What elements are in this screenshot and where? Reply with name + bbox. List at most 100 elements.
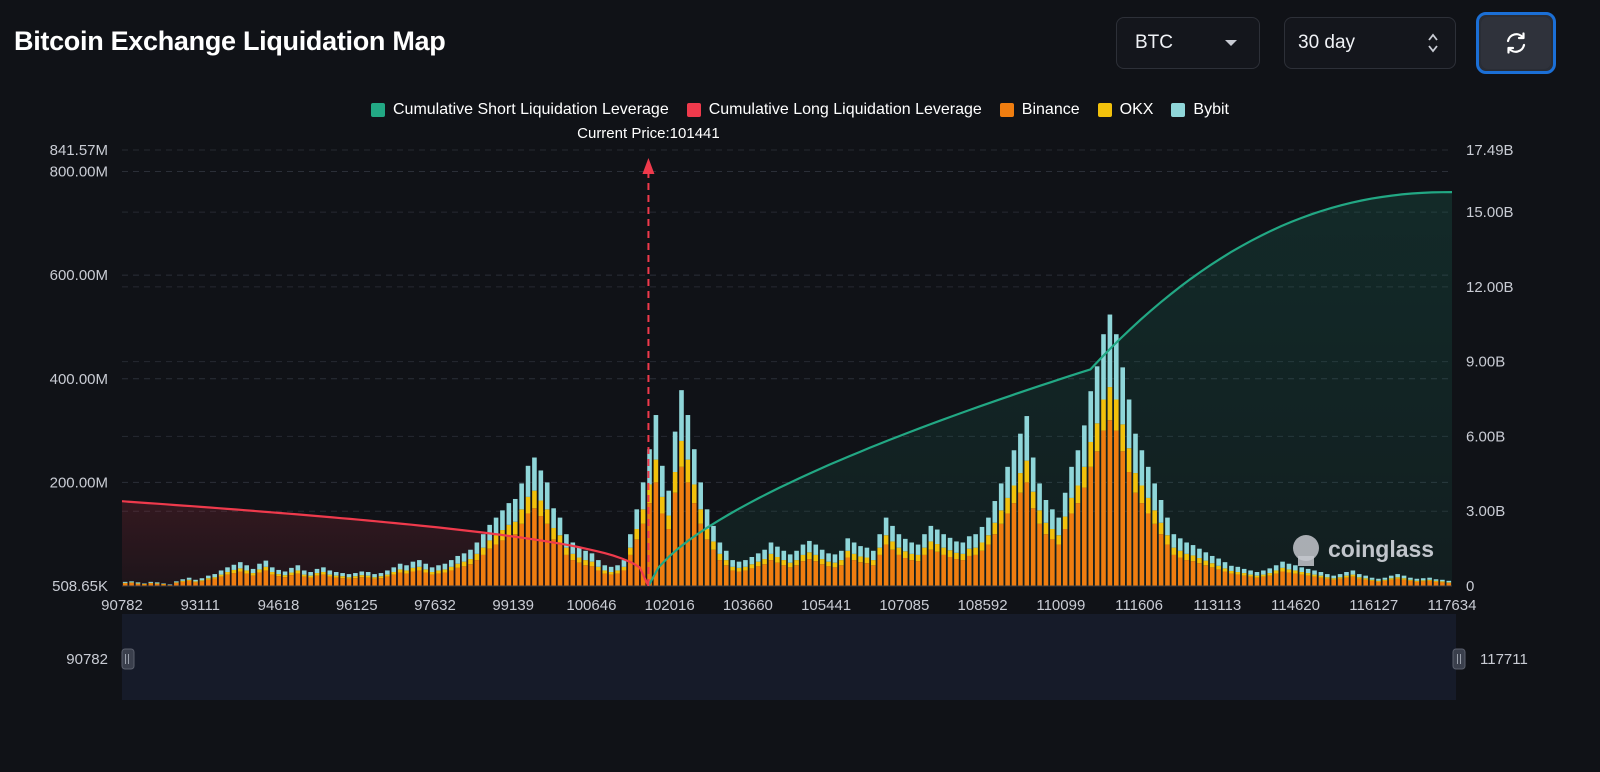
bar-bybit [436,565,441,571]
bar-bybit [397,563,403,570]
bar-binance [1337,578,1343,586]
bar-bybit [941,534,946,548]
bar-binance [596,570,601,586]
bar-okx [442,569,448,573]
bar-bybit [1222,562,1228,569]
legend-item-short[interactable]: Cumulative Short Liquidation Leverage [370,98,669,122]
legend-item-binance[interactable]: Binance [999,98,1080,122]
bar-bybit [154,582,160,584]
bar-bybit [826,553,831,562]
period-select[interactable]: 30 day [1284,17,1456,69]
bar-bybit [480,534,486,548]
bar-okx [743,566,748,571]
bar-binance [372,578,377,586]
bar-okx [698,509,703,524]
bar-bybit [1088,391,1094,442]
bar-okx [941,547,946,555]
bar-binance [167,584,173,586]
bar-okx [1197,558,1202,564]
bar-bybit [1165,517,1170,536]
bar-binance [1082,487,1087,586]
bar-bybit [736,561,742,568]
bar-bybit [1209,555,1215,564]
bar-okx [807,552,812,560]
bar-binance [1401,579,1407,586]
refresh-button-inner [1481,17,1551,69]
short-area [648,192,1452,586]
chevron-updown-icon [1428,33,1438,53]
bar-binance [442,572,448,586]
bar-bybit [218,570,224,575]
bar-binance [615,573,620,586]
bar-bybit [832,554,838,563]
bar-binance [698,523,703,586]
y-left-tick-label: 400.00M [50,371,108,388]
bar-binance [1203,565,1209,586]
bar-bybit [787,554,793,563]
bar-bybit [493,517,499,536]
bar-binance [1254,577,1260,586]
bar-okx [532,490,537,509]
bar-okx [1139,485,1145,504]
coin-select[interactable]: BTC [1116,17,1260,69]
bar-bybit [1235,566,1241,573]
bar-bybit [327,570,333,575]
bar-binance [1408,580,1413,586]
bar-okx [1344,575,1349,578]
bar-bybit [1056,517,1062,536]
bar-bybit [186,577,192,580]
bar-okx [1107,387,1113,421]
bar-binance [410,571,416,586]
bar-okx [1056,535,1062,545]
bar-okx [161,583,166,585]
bar-bybit [423,563,429,570]
bar-binance [455,567,460,586]
bar-bybit [928,525,934,542]
page-title: Bitcoin Exchange Liquidation Map [14,26,446,56]
zoom-slider[interactable]: 90782 117711 [66,614,1528,700]
bar-binance [557,544,563,586]
bar-bybit [576,547,582,558]
bar-okx [871,560,876,566]
bar-okx [142,583,147,585]
bar-bybit [698,482,703,510]
bar-bybit [966,536,972,549]
bar-okx [1133,473,1138,493]
bar-bybit [544,482,550,510]
bar-okx [1209,563,1215,568]
x-tick-label: 111606 [1115,597,1163,614]
bar-okx [237,568,243,572]
bar-bybit [1376,578,1381,581]
refresh-button[interactable] [1476,12,1556,74]
bar-bybit [717,542,723,554]
bar-bybit [269,567,275,573]
coinglass-wordmark: coinglass [1328,536,1434,562]
bar-binance [973,554,978,586]
bar-binance [321,574,326,586]
bar-bybit [321,567,326,573]
bar-binance [1280,571,1285,586]
bar-binance [883,544,889,586]
legend-label: Cumulative Long Liquidation Leverage [708,101,982,118]
bar-okx [1299,572,1305,575]
bar-bybit [1427,577,1432,580]
bar-bybit [1299,567,1305,573]
bar-okx [947,550,953,557]
bar-okx [922,547,927,555]
bar-okx [1075,485,1081,504]
bar-binance [1420,581,1426,586]
y-right-tick-label: 3.00B [1466,503,1505,520]
bar-bybit [896,534,902,548]
bar-binance [122,583,128,586]
bar-bybit [225,567,230,573]
bar-okx [1280,567,1285,572]
x-tick-label: 97632 [414,597,456,614]
bar-okx [608,572,614,575]
bar-binance [449,570,454,586]
legend-item-bybit[interactable]: Bybit [1171,98,1229,122]
legend-item-okx[interactable]: OKX [1097,98,1153,122]
bar-okx [538,500,544,517]
y-right-tick-label: 15.00B [1466,204,1514,221]
legend-item-long[interactable]: Cumulative Long Liquidation Leverage [686,98,982,122]
bar-okx [519,509,524,524]
